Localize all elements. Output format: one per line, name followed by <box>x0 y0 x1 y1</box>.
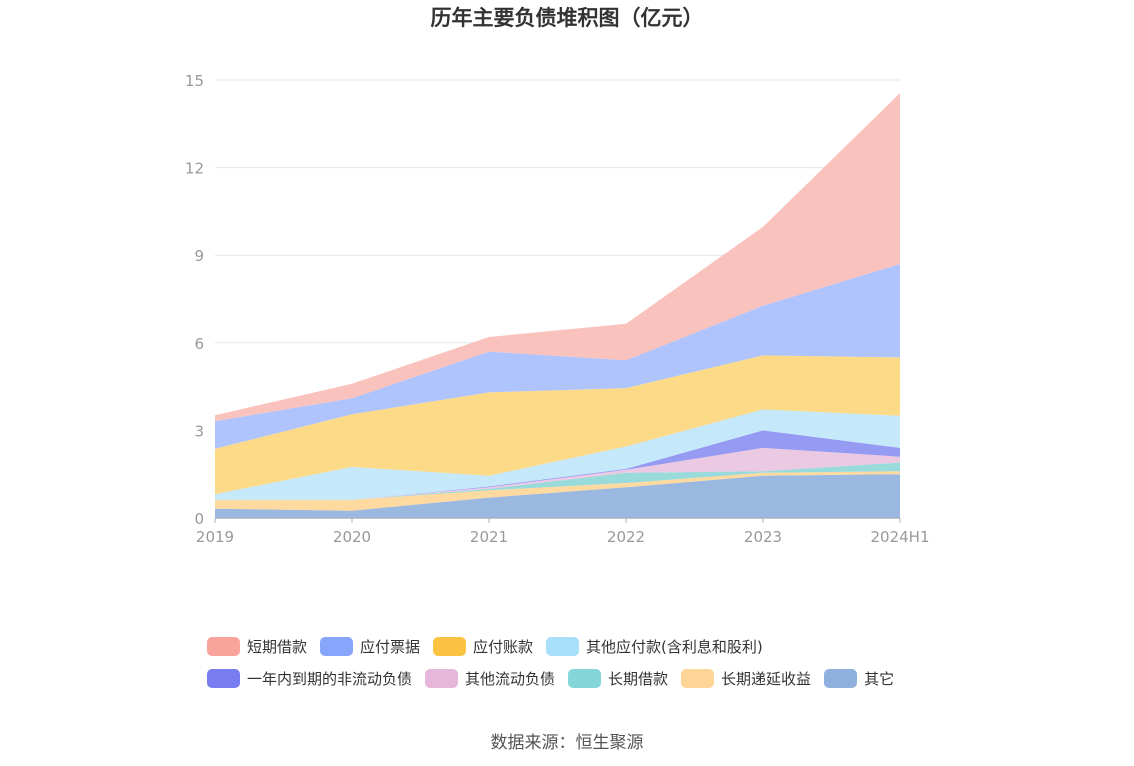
legend-row-1: 短期借款 应付票据 应付账款 其他应付款(含利息和股利) <box>207 630 967 662</box>
legend-label: 其他应付款(含利息和股利) <box>586 637 763 656</box>
series-area <box>215 430 900 500</box>
legend-row-2: 一年内到期的非流动负债 其他流动负债 长期借款 长期递延收益 其它 <box>207 662 967 694</box>
x-tick-label: 2020 <box>333 528 371 546</box>
series-area <box>215 447 900 500</box>
y-tick-label: 3 <box>194 422 204 440</box>
legend-item[interactable]: 其它 <box>824 668 894 689</box>
legend-label: 短期借款 <box>247 637 308 656</box>
legend-label: 长期递延收益 <box>721 669 812 688</box>
data-source-note: 数据来源：恒生聚源 <box>490 733 644 753</box>
legend-swatch <box>824 668 858 688</box>
x-tick-label: 2023 <box>744 528 782 546</box>
legend-swatch <box>320 636 354 656</box>
legend-label: 其他流动负债 <box>465 669 556 688</box>
legend-swatch <box>433 636 467 656</box>
y-tick-label: 9 <box>194 247 204 265</box>
legend: 短期借款 应付票据 应付账款 其他应付款(含利息和股利) 一年内到期的非流动负债 其他流… <box>207 630 967 694</box>
legend-item[interactable]: 应付票据 <box>320 636 420 657</box>
series-area <box>215 409 900 500</box>
legend-swatch <box>207 668 240 688</box>
legend-label: 应付票据 <box>360 637 421 656</box>
legend-swatch <box>568 668 602 688</box>
axes: 0 3 6 9 12 15 2019 2020 2021 2022 2023 2024H1 <box>185 72 930 546</box>
legend-item[interactable]: 短期借款 <box>207 636 307 657</box>
y-tick-label: 6 <box>194 335 204 353</box>
legend-swatch <box>681 668 715 688</box>
x-tick-label: 2022 <box>607 528 645 546</box>
legend-swatch <box>425 668 459 688</box>
chart-title: 历年主要负债堆积图（亿元） <box>430 6 704 30</box>
stacked-area-chart: 0 3 6 9 12 15 2019 2020 2021 2022 2023 2024H1 <box>185 72 930 546</box>
series-area <box>215 355 900 495</box>
legend-item[interactable]: 一年内到期的非流动负债 <box>207 668 412 689</box>
y-tick-label: 0 <box>194 510 204 528</box>
y-tick-label: 15 <box>185 72 204 90</box>
series-areas <box>215 93 900 518</box>
series-area <box>215 462 900 500</box>
legend-label: 应付账款 <box>473 637 534 656</box>
legend-label: 长期借款 <box>608 669 669 688</box>
legend-item[interactable]: 应付账款 <box>433 636 533 657</box>
legend-swatch <box>546 636 580 656</box>
legend-item[interactable]: 长期借款 <box>568 668 668 689</box>
legend-label: 其它 <box>864 669 895 688</box>
series-area <box>215 93 900 422</box>
x-tick-label: 2021 <box>470 528 508 546</box>
x-tick-label: 2019 <box>196 528 234 546</box>
legend-item[interactable]: 其他流动负债 <box>425 668 555 689</box>
legend-item[interactable]: 其他应付款(含利息和股利) <box>546 636 763 657</box>
series-area <box>215 471 900 511</box>
legend-swatch <box>207 636 240 656</box>
x-tick-label: 2024H1 <box>871 528 930 546</box>
legend-label: 一年内到期的非流动负债 <box>247 669 413 688</box>
series-area <box>215 264 900 449</box>
legend-item[interactable]: 长期递延收益 <box>681 668 811 689</box>
y-tick-label: 12 <box>185 160 204 178</box>
series-area <box>215 474 900 518</box>
